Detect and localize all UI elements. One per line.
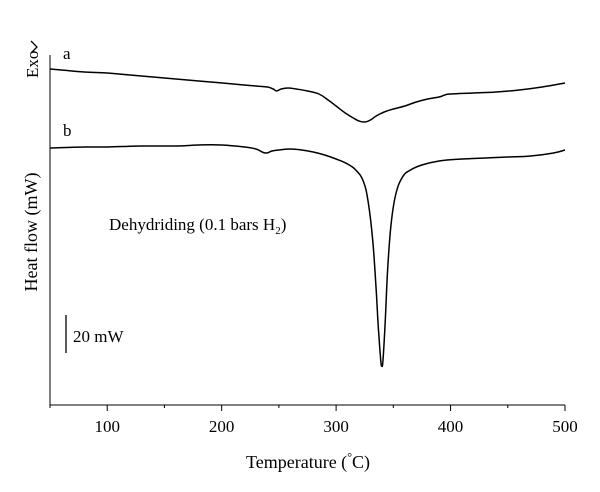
- series-line-a: [49, 68, 566, 123]
- x-tick-label: 400: [438, 417, 464, 436]
- series-label-b: b: [63, 121, 72, 140]
- scale-bar-label: 20 mW: [73, 327, 124, 346]
- series-layer: [49, 68, 566, 368]
- y-axis-label: Heat flow (mW): [21, 173, 42, 292]
- x-tick-label: 300: [323, 417, 349, 436]
- annotation-text: Dehydriding (0.1 bars H2): [109, 215, 286, 237]
- x-tick-label: 500: [552, 417, 578, 436]
- series-line-b: [49, 144, 566, 368]
- x-tick-label: 200: [209, 417, 235, 436]
- x-tick-label: 100: [94, 417, 120, 436]
- exo-arrow-icon: [30, 40, 38, 54]
- x-ticks: 100 200 300 400 500: [49, 405, 578, 436]
- exo-label: Exo: [23, 51, 42, 78]
- x-axis-label: Temperature (°C): [246, 450, 370, 473]
- series-label-a: a: [63, 44, 71, 63]
